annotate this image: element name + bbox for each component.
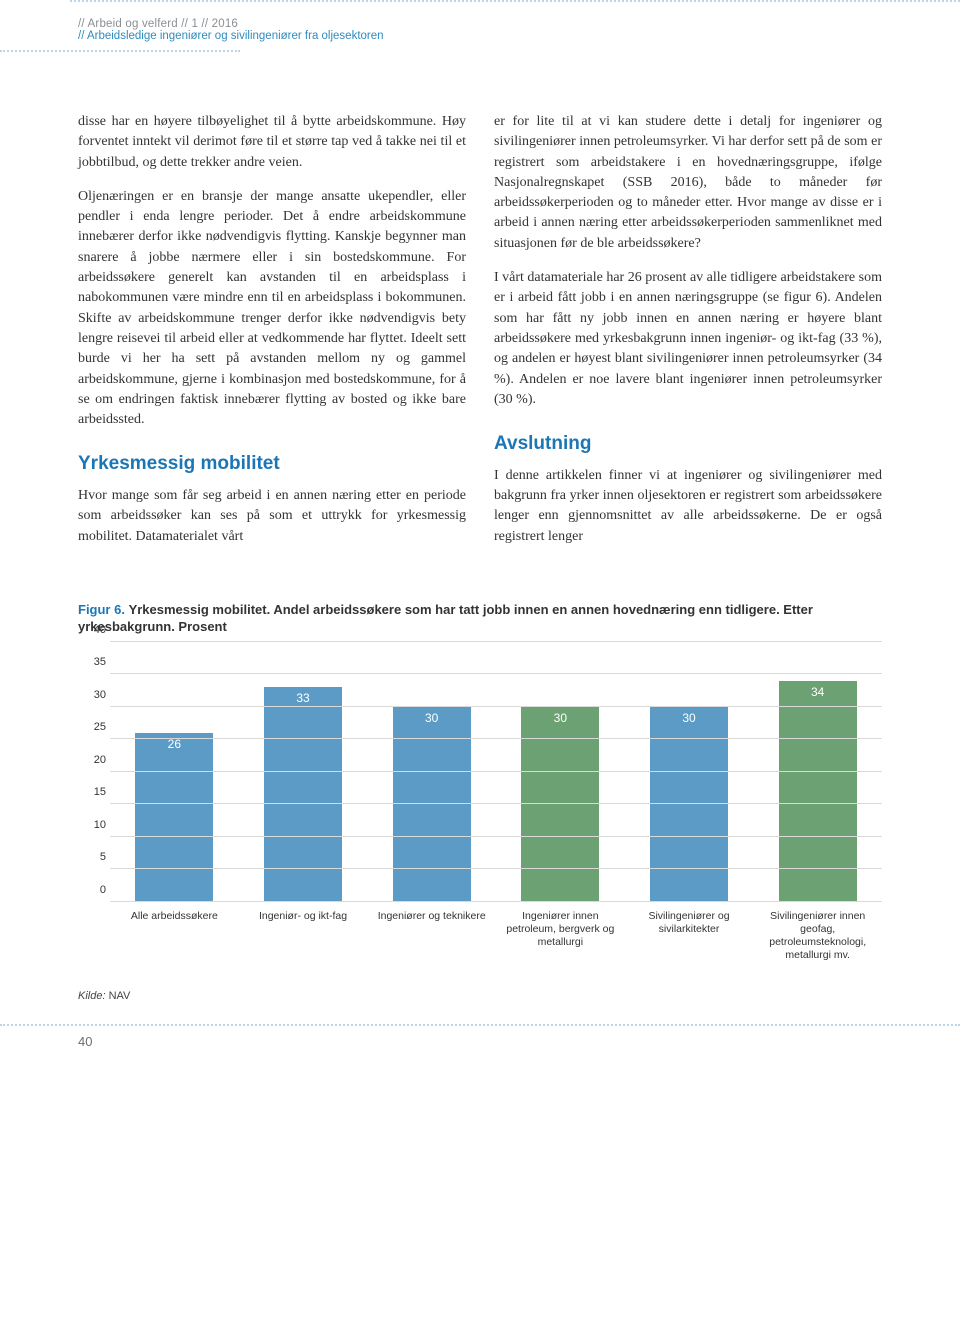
header-line-1: // Arbeid og velferd // 1 // 2016: [78, 18, 882, 30]
gridline: [110, 803, 882, 804]
page-number: 40: [0, 1026, 960, 1061]
source-label: Kilde:: [78, 990, 106, 1002]
bar-chart: 263330303034 0510152025303540 Alle arbei…: [78, 642, 882, 972]
running-header: // Arbeid og velferd // 1 // 2016 // Arb…: [0, 0, 960, 42]
x-tick-label: Sivilingeniører og sivilarkitekter: [625, 902, 754, 963]
gridline: [110, 901, 882, 902]
bar-value-label: 30: [425, 711, 438, 725]
bar-value-label: 30: [554, 711, 567, 725]
gridline: [110, 771, 882, 772]
body-paragraph: I vårt datamateriale har 26 prosent av a…: [494, 268, 882, 410]
rule-top: [70, 0, 960, 2]
gridline: [110, 868, 882, 869]
gridline: [110, 836, 882, 837]
gridline: [110, 641, 882, 642]
bar: 30: [650, 707, 728, 902]
bar-slot: 33: [239, 642, 368, 902]
bar-slot: 26: [110, 642, 239, 902]
x-axis-labels: Alle arbeidssøkereIngeniør- og ikt-fagIn…: [110, 902, 882, 963]
bar-slot: 30: [625, 642, 754, 902]
x-tick-label: Ingeniør- og ikt-fag: [239, 902, 368, 963]
source-value: NAV: [109, 990, 131, 1002]
y-tick-label: 25: [82, 721, 106, 733]
x-tick-label: Ingeniører innen petroleum, bergverk og …: [496, 902, 625, 963]
bar-slot: 34: [753, 642, 882, 902]
y-tick-label: 20: [82, 754, 106, 766]
body-paragraph: I denne artikkelen finner vi at ingeniør…: [494, 466, 882, 547]
section-heading-yrkesmessig: Yrkesmessig mobilitet: [78, 450, 466, 478]
header-line-2: // Arbeidsledige ingeniører og sivilinge…: [78, 30, 882, 42]
figure-label: Figur 6.: [78, 602, 125, 617]
gridline: [110, 738, 882, 739]
y-tick-label: 0: [82, 884, 106, 896]
section-heading-avslutning: Avslutning: [494, 430, 882, 458]
bar-value-label: 33: [296, 691, 309, 705]
body-paragraph: Oljenæringen er en bransje der mange ans…: [78, 187, 466, 431]
bar: 33: [264, 687, 342, 902]
bars-container: 26 33 30 30 30 34: [110, 642, 882, 902]
rule-under-header: [0, 50, 240, 52]
bar-slot: 30: [496, 642, 625, 902]
bar: 30: [521, 707, 599, 902]
figure-title: Yrkesmessig mobilitet. Andel arbeidssøke…: [78, 602, 813, 635]
y-tick-label: 10: [82, 819, 106, 831]
bar-value-label: 30: [682, 711, 695, 725]
figure-source: Kilde: NAV: [0, 972, 960, 1002]
body-paragraph: disse har en høyere tilbøyelighet til å …: [78, 112, 466, 173]
y-tick-label: 5: [82, 851, 106, 863]
figure-caption: Figur 6. Yrkesmessig mobilitet. Andel ar…: [78, 601, 882, 636]
y-tick-label: 35: [82, 656, 106, 668]
x-tick-label: Alle arbeidssøkere: [110, 902, 239, 963]
bar: 26: [135, 733, 213, 902]
two-column-body: disse har en høyere tilbøyelighet til å …: [0, 42, 960, 589]
bar: 30: [393, 707, 471, 902]
y-tick-label: 15: [82, 786, 106, 798]
x-tick-label: Ingeniører og teknikere: [367, 902, 496, 963]
x-tick-label: Sivilingeniører innen geofag, petroleums…: [753, 902, 882, 963]
figure-6: Figur 6. Yrkesmessig mobilitet. Andel ar…: [0, 589, 960, 972]
y-tick-label: 40: [82, 624, 106, 636]
y-tick-label: 30: [82, 689, 106, 701]
bar-value-label: 34: [811, 685, 824, 699]
body-paragraph: er for lite til at vi kan studere dette …: [494, 112, 882, 254]
gridline: [110, 673, 882, 674]
plot-area: 263330303034 0510152025303540: [110, 642, 882, 902]
column-left: disse har en høyere tilbøyelighet til å …: [78, 112, 466, 561]
gridline: [110, 706, 882, 707]
body-paragraph: Hvor mange som får seg arbeid i en annen…: [78, 486, 466, 547]
bar-slot: 30: [367, 642, 496, 902]
column-right: er for lite til at vi kan studere dette …: [494, 112, 882, 561]
